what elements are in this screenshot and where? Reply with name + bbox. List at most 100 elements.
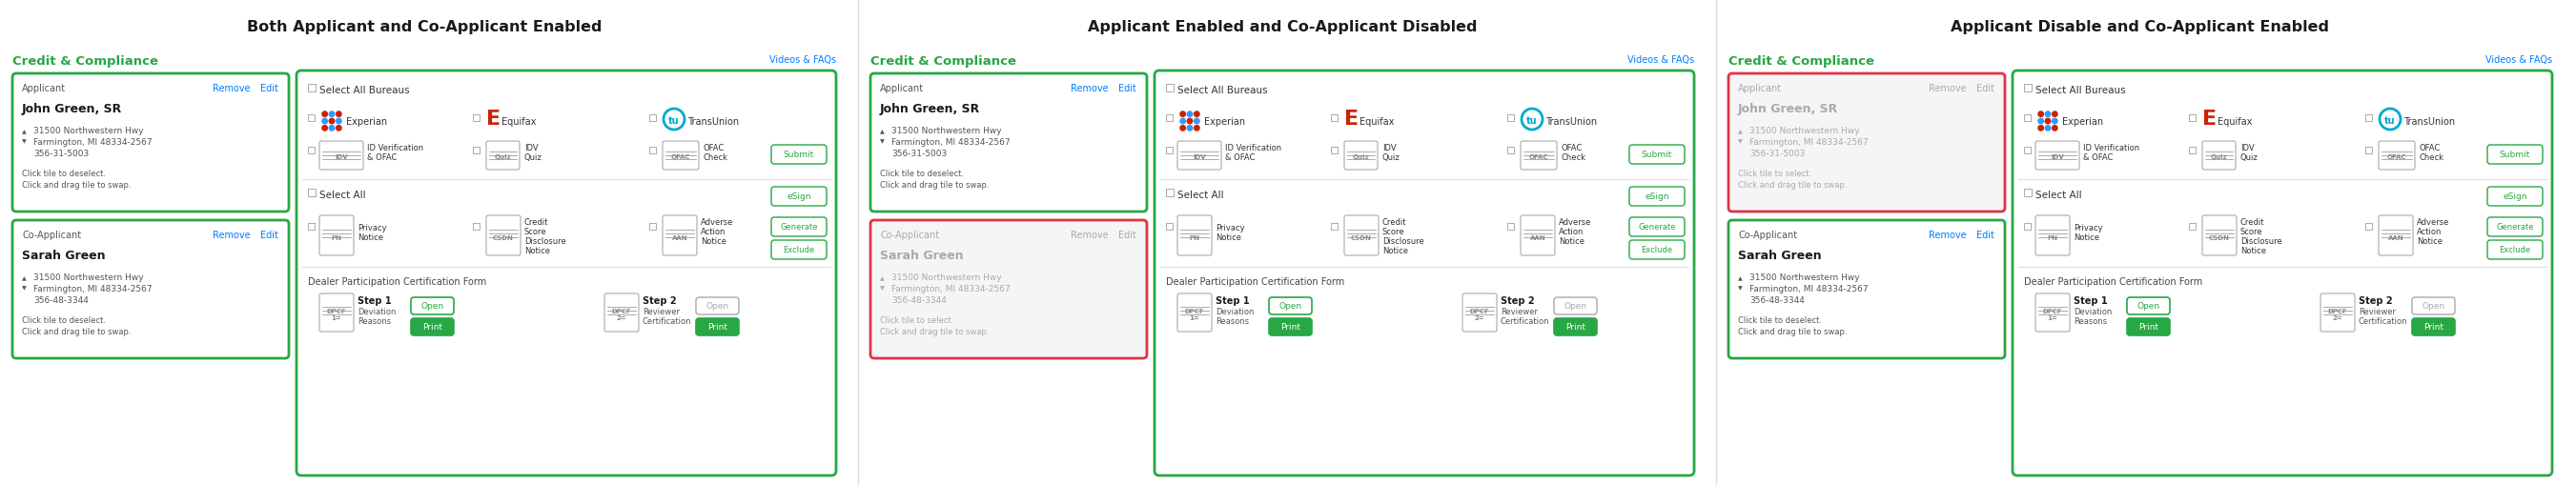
Text: Remove: Remove bbox=[1929, 84, 1965, 93]
Text: Submit: Submit bbox=[783, 151, 814, 159]
Text: Check: Check bbox=[2419, 153, 2445, 162]
Text: Videos & FAQs: Videos & FAQs bbox=[770, 55, 837, 65]
FancyBboxPatch shape bbox=[13, 74, 289, 212]
FancyBboxPatch shape bbox=[2365, 224, 2372, 230]
Text: Notice: Notice bbox=[1216, 233, 1242, 242]
Text: IDV: IDV bbox=[2241, 144, 2254, 152]
FancyBboxPatch shape bbox=[319, 216, 353, 256]
Circle shape bbox=[2053, 126, 2058, 131]
FancyBboxPatch shape bbox=[2035, 142, 2079, 170]
FancyBboxPatch shape bbox=[1332, 115, 1337, 122]
FancyBboxPatch shape bbox=[2025, 85, 2032, 92]
Text: Edit: Edit bbox=[1118, 230, 1136, 240]
Text: Both Applicant and Co-Applicant Enabled: Both Applicant and Co-Applicant Enabled bbox=[247, 19, 603, 34]
Text: Generate: Generate bbox=[2496, 223, 2535, 231]
FancyBboxPatch shape bbox=[309, 224, 314, 230]
Text: Certification: Certification bbox=[1502, 317, 1551, 325]
Text: Sarah Green: Sarah Green bbox=[881, 249, 963, 261]
Text: IDV: IDV bbox=[1383, 144, 1396, 152]
Text: Sarah Green: Sarah Green bbox=[1739, 249, 1821, 261]
Text: Step 1: Step 1 bbox=[1216, 296, 1249, 305]
Text: Credit & Compliance: Credit & Compliance bbox=[13, 55, 157, 67]
FancyBboxPatch shape bbox=[309, 115, 314, 122]
FancyBboxPatch shape bbox=[2190, 147, 2195, 154]
Text: Print: Print bbox=[708, 323, 726, 331]
Circle shape bbox=[335, 119, 343, 124]
Text: Equifax: Equifax bbox=[2218, 117, 2251, 127]
Text: E: E bbox=[1345, 109, 1358, 129]
FancyBboxPatch shape bbox=[770, 187, 827, 206]
FancyBboxPatch shape bbox=[2025, 115, 2030, 122]
Text: DPCF
1=: DPCF 1= bbox=[2043, 308, 2063, 321]
Text: OFAC: OFAC bbox=[2388, 155, 2406, 160]
Text: ▼: ▼ bbox=[881, 285, 884, 290]
FancyBboxPatch shape bbox=[1628, 146, 1685, 164]
Text: ID Verification: ID Verification bbox=[2084, 144, 2141, 152]
Circle shape bbox=[1188, 126, 1193, 131]
Circle shape bbox=[2038, 119, 2043, 124]
Text: Click and drag tile to swap.: Click and drag tile to swap. bbox=[1739, 181, 1847, 189]
Text: Equifax: Equifax bbox=[1360, 117, 1394, 127]
FancyBboxPatch shape bbox=[13, 221, 289, 358]
Text: Co-Applicant: Co-Applicant bbox=[1739, 230, 1798, 240]
FancyBboxPatch shape bbox=[696, 298, 739, 315]
FancyBboxPatch shape bbox=[2411, 319, 2455, 336]
FancyBboxPatch shape bbox=[2488, 218, 2543, 237]
Text: Open: Open bbox=[1564, 302, 1587, 310]
Text: Open: Open bbox=[420, 302, 443, 310]
Text: ID Verification: ID Verification bbox=[1226, 144, 1280, 152]
FancyBboxPatch shape bbox=[1520, 216, 1556, 256]
Text: Select All Bureaus: Select All Bureaus bbox=[319, 85, 410, 95]
Text: Edit: Edit bbox=[1976, 230, 1994, 240]
FancyBboxPatch shape bbox=[1628, 218, 1685, 237]
Text: ▼: ▼ bbox=[1739, 285, 1741, 290]
FancyBboxPatch shape bbox=[2025, 147, 2030, 154]
Text: DPCF
2=: DPCF 2= bbox=[2329, 308, 2347, 321]
Text: OFAC: OFAC bbox=[2419, 144, 2439, 152]
Text: OFAC: OFAC bbox=[703, 144, 724, 152]
Text: ▲: ▲ bbox=[881, 129, 884, 134]
Text: ▼: ▼ bbox=[1739, 139, 1741, 144]
Text: Score: Score bbox=[2241, 227, 2262, 236]
Text: Dealer Participation Certification Form: Dealer Participation Certification Form bbox=[2025, 277, 2202, 286]
Text: Select All: Select All bbox=[319, 190, 366, 200]
Text: Click tile to deselect.: Click tile to deselect. bbox=[881, 169, 963, 178]
FancyBboxPatch shape bbox=[1154, 71, 1695, 475]
Text: Exclude: Exclude bbox=[1641, 246, 1672, 255]
Text: AAN: AAN bbox=[1530, 235, 1546, 241]
Text: Notice: Notice bbox=[2416, 237, 2442, 245]
Text: Select All: Select All bbox=[2035, 190, 2081, 200]
Text: OFAC: OFAC bbox=[1530, 155, 1548, 160]
Text: Disclosure: Disclosure bbox=[1383, 237, 1425, 245]
FancyBboxPatch shape bbox=[1728, 74, 2004, 212]
Circle shape bbox=[1180, 112, 1185, 117]
Text: 356-31-5003: 356-31-5003 bbox=[891, 149, 948, 158]
FancyBboxPatch shape bbox=[309, 147, 314, 154]
Text: 356-31-5003: 356-31-5003 bbox=[33, 149, 90, 158]
FancyBboxPatch shape bbox=[1553, 319, 1597, 336]
Text: TransUnion: TransUnion bbox=[1546, 117, 1597, 127]
Text: TransUnion: TransUnion bbox=[2403, 117, 2455, 127]
Text: Certification: Certification bbox=[641, 317, 693, 325]
FancyBboxPatch shape bbox=[1270, 298, 1311, 315]
FancyBboxPatch shape bbox=[487, 142, 520, 170]
Text: Click tile to select.: Click tile to select. bbox=[1739, 169, 1811, 178]
Text: CSDN: CSDN bbox=[492, 235, 513, 241]
FancyBboxPatch shape bbox=[871, 74, 1146, 212]
Text: Adverse: Adverse bbox=[701, 218, 734, 226]
Text: Submit: Submit bbox=[2499, 151, 2530, 159]
Text: Generate: Generate bbox=[781, 223, 817, 231]
Circle shape bbox=[322, 119, 327, 124]
Text: Check: Check bbox=[703, 153, 726, 162]
Text: Disclosure: Disclosure bbox=[2241, 237, 2282, 245]
Text: Reasons: Reasons bbox=[1216, 317, 1249, 325]
Text: Print: Print bbox=[1566, 323, 1584, 331]
Text: & OFAC: & OFAC bbox=[366, 153, 397, 162]
Text: E: E bbox=[2202, 109, 2218, 129]
Text: Edit: Edit bbox=[260, 230, 278, 240]
Text: ▼: ▼ bbox=[881, 139, 884, 144]
Text: ▲: ▲ bbox=[23, 276, 26, 280]
FancyBboxPatch shape bbox=[309, 189, 317, 197]
Text: eSign: eSign bbox=[786, 193, 811, 201]
Text: John Green, SR: John Green, SR bbox=[23, 103, 121, 115]
